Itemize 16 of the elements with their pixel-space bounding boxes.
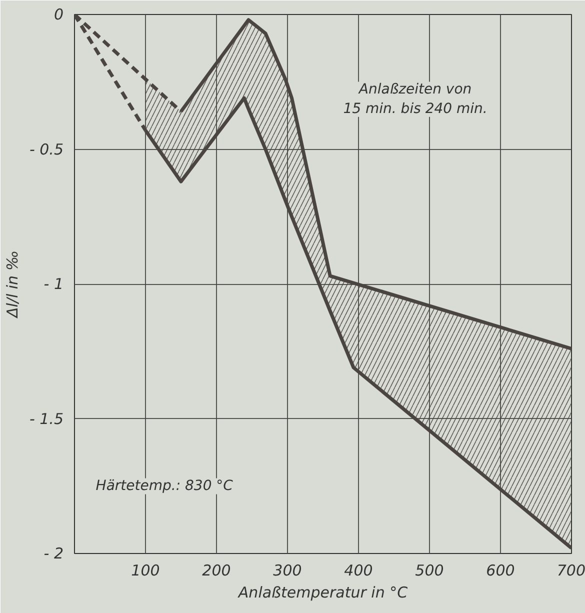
annotation: Anlaßzeiten von 15 min. bis 240 min.: [343, 82, 488, 117]
y-tick-label: - 1: [44, 275, 64, 293]
x-tick-label: 700: [556, 562, 585, 580]
x-axis-title: Anlaßtemperatur in °C: [237, 584, 408, 602]
y-tick-label: - 1.5: [29, 410, 64, 428]
y-tick-label: - 2: [44, 544, 64, 562]
annotation: Härtetemp.: 830 °C: [96, 478, 234, 494]
y-tick-label: - 0.5: [29, 140, 64, 158]
x-tick-label: 500: [415, 562, 444, 580]
x-tick-label: 400: [344, 562, 373, 580]
y-tick-label: 0: [54, 6, 64, 24]
x-tick-label: 600: [486, 562, 515, 580]
y-axis-title: Δl/l in ‰: [3, 250, 22, 319]
x-tick-label: 100: [131, 562, 160, 580]
x-tick-label: 300: [273, 562, 302, 580]
x-tick-label: 200: [202, 562, 231, 580]
